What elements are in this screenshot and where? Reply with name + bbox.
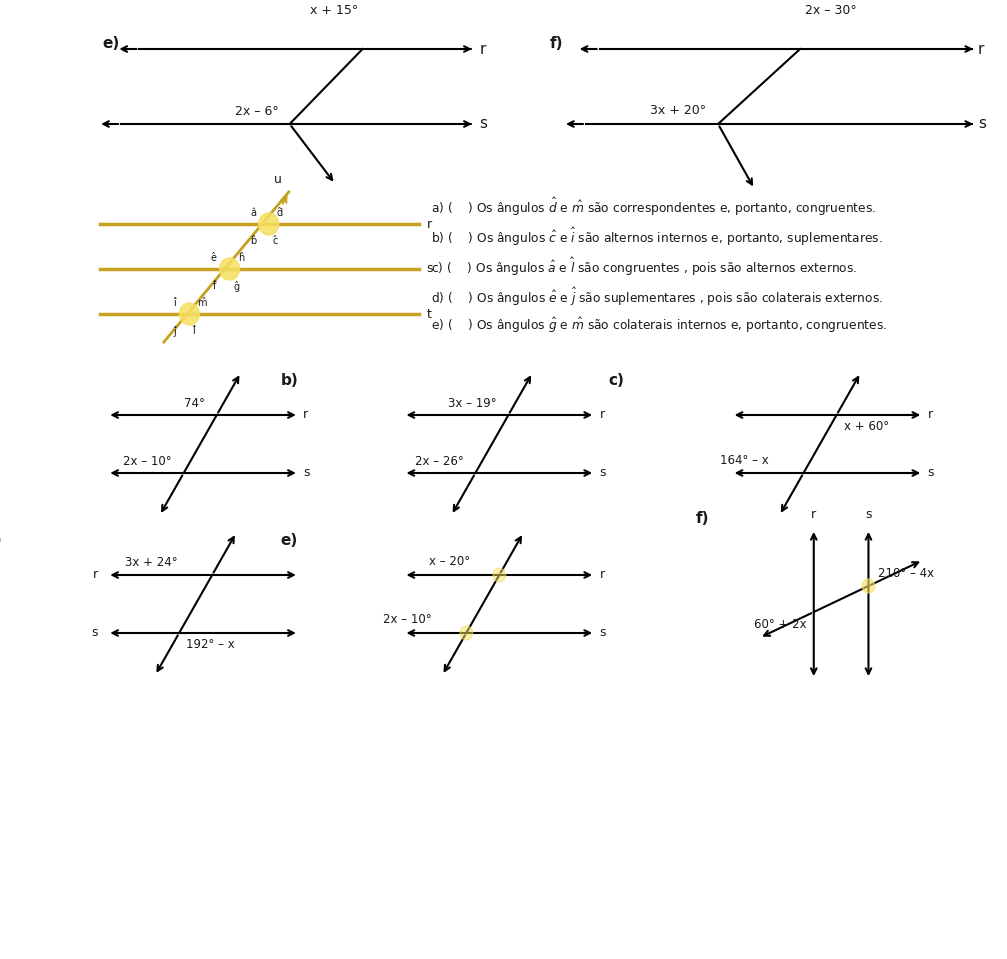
Text: a) (    ) Os ângulos $\hat{d}$ e $\hat{m}$ são correspondentes e, portanto, cong: a) ( ) Os ângulos $\hat{d}$ e $\hat{m}$ … (431, 196, 876, 218)
Text: s: s (479, 116, 487, 131)
Text: r: r (93, 569, 99, 581)
Text: x + 15°: x + 15° (310, 4, 358, 17)
Text: ĉ: ĉ (272, 236, 278, 246)
Text: c): c) (608, 373, 624, 388)
Text: ê: ê (210, 253, 217, 263)
Text: f): f) (695, 511, 709, 526)
Text: s: s (978, 116, 986, 131)
Text: s: s (599, 626, 606, 640)
Text: x + 60°: x + 60° (844, 420, 889, 433)
Text: a): a) (0, 373, 2, 388)
Text: 2x – 30°: 2x – 30° (805, 4, 856, 17)
Text: s: s (426, 263, 433, 275)
Circle shape (460, 626, 472, 640)
Text: s: s (599, 466, 606, 480)
Text: â: â (250, 208, 256, 218)
Text: c) (    ) Os ângulos $\hat{a}$ e $\hat{l}$ são congruentes , pois são alternos e: c) ( ) Os ângulos $\hat{a}$ e $\hat{l}$ … (431, 256, 857, 278)
Circle shape (179, 303, 199, 325)
Text: 2x – 10°: 2x – 10° (383, 613, 432, 626)
Text: d): d) (0, 533, 2, 548)
Circle shape (220, 258, 240, 280)
Text: r: r (479, 41, 485, 57)
Text: î: î (174, 298, 176, 308)
Text: 2x – 26°: 2x – 26° (415, 455, 463, 468)
Text: s: s (865, 508, 872, 521)
Text: ĵ: ĵ (174, 326, 176, 337)
Text: d) (    ) Os ângulos $\hat{e}$ e $\hat{j}$ são suplementares , pois são colatera: d) ( ) Os ângulos $\hat{e}$ e $\hat{j}$ … (431, 286, 883, 308)
Text: r: r (812, 508, 817, 521)
Circle shape (862, 579, 875, 593)
Text: e) (    ) Os ângulos $\hat{g}$ e $\hat{m}$ são colaterais internos e, portanto, : e) ( ) Os ângulos $\hat{g}$ e $\hat{m}$ … (431, 316, 887, 335)
Text: 210° – 4x: 210° – 4x (877, 567, 933, 580)
Text: u: u (274, 173, 282, 186)
Text: ĥ: ĥ (238, 253, 244, 263)
Text: s: s (927, 466, 934, 480)
Text: r: r (426, 218, 432, 230)
Text: r: r (927, 409, 932, 422)
Text: b): b) (281, 373, 298, 388)
Text: r: r (599, 569, 604, 581)
Text: 2x – 10°: 2x – 10° (123, 455, 172, 468)
Text: 3x – 19°: 3x – 19° (448, 397, 496, 410)
Text: d̂: d̂ (277, 208, 283, 218)
Text: ĝ: ĝ (234, 281, 240, 292)
Text: 2x – 6°: 2x – 6° (235, 105, 279, 118)
Text: m̂: m̂ (197, 298, 207, 308)
Text: 3x + 20°: 3x + 20° (650, 104, 706, 117)
Text: r: r (599, 409, 604, 422)
Text: 74°: 74° (184, 397, 204, 410)
Text: f̂: f̂ (213, 281, 217, 291)
Text: x – 20°: x – 20° (429, 555, 470, 568)
Text: l̂: l̂ (193, 326, 195, 336)
Text: s: s (303, 466, 310, 480)
Text: e): e) (103, 36, 120, 52)
Text: 60° + 2x: 60° + 2x (754, 618, 807, 631)
Text: 164° – x: 164° – x (720, 454, 769, 467)
Text: 192° – x: 192° – x (186, 638, 236, 651)
Circle shape (259, 213, 279, 235)
Text: b) (    ) Os ângulos $\hat{c}$ e $\hat{i}$ são alternos internos e, portanto, su: b) ( ) Os ângulos $\hat{c}$ e $\hat{i}$ … (431, 226, 882, 248)
Text: s: s (92, 626, 99, 640)
Text: b̂: b̂ (250, 236, 256, 246)
Circle shape (492, 568, 506, 582)
Text: t: t (426, 308, 431, 320)
Text: r: r (978, 41, 984, 57)
Text: 3x + 24°: 3x + 24° (125, 556, 177, 569)
Text: r: r (303, 409, 308, 422)
Text: e): e) (281, 533, 298, 548)
Text: f): f) (550, 36, 563, 52)
